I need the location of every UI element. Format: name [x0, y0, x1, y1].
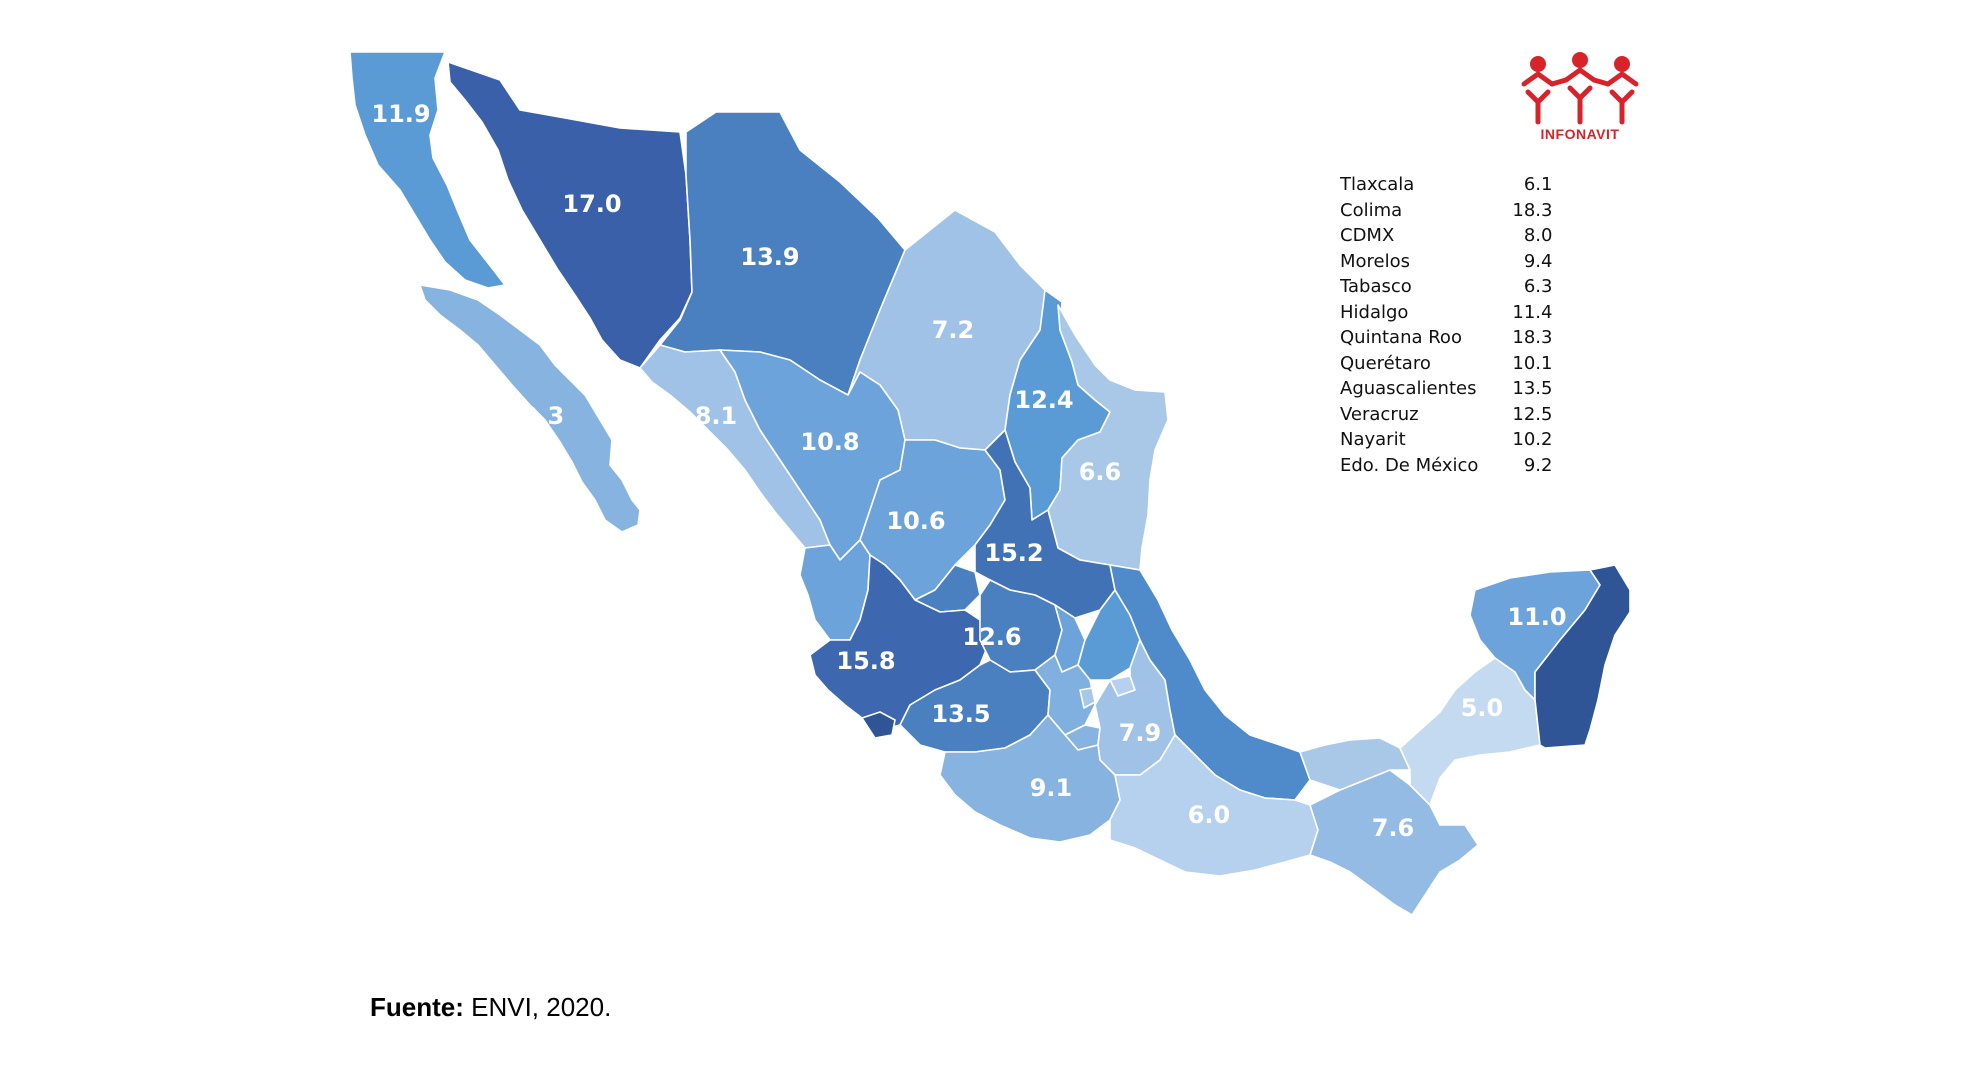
map-label-baja-california: 11.9 — [371, 100, 430, 128]
map-label-sinaloa: 8.1 — [695, 402, 738, 430]
map-label-yucatan: 11.0 — [1507, 603, 1566, 631]
map-label-michoacan: 13.5 — [931, 700, 990, 728]
legend-row: CDMX 8.0 — [1340, 223, 1552, 249]
legend-state-name: Querétaro — [1340, 352, 1431, 374]
map-label-zacatecas: 10.6 — [886, 507, 945, 535]
legend-state-name: Quintana Roo — [1340, 327, 1462, 348]
map-label-chiapas: 7.6 — [1372, 814, 1415, 842]
map-label-sonora: 17.0 — [562, 190, 621, 218]
legend-row: Veracruz 12.5 — [1340, 402, 1552, 428]
map-label-durango: 10.8 — [800, 428, 859, 456]
legend-state-name: Colima — [1340, 199, 1403, 221]
map-label-guerrero: 9.1 — [1030, 774, 1073, 802]
infonavit-wordmark: INFONAVIT — [1540, 126, 1620, 142]
state-baja-california-sur — [419, 284, 641, 533]
source-label: Fuente: — [370, 992, 464, 1022]
map-label-san-luis-potosi: 15.2 — [984, 539, 1043, 567]
legend-row: Tabasco 6.3 — [1340, 274, 1552, 300]
state-baja-california — [349, 51, 506, 289]
legend-state-name: Edo. De México — [1340, 454, 1479, 476]
legend-state-value: 6.1 — [1523, 174, 1553, 195]
legend-row: Nayarit 10.2 — [1340, 427, 1552, 453]
legend-row: Querétaro 10.1 — [1340, 351, 1552, 377]
legend-state-value: 18.3 — [1512, 199, 1553, 221]
map-label-baja-california-sur: 9.3 — [522, 402, 565, 430]
legend-row: Hidalgo 11.4 — [1340, 300, 1552, 326]
legend-state-name: Tabasco — [1340, 276, 1412, 297]
legend-state-value: 10.2 — [1512, 429, 1553, 450]
state-san-luis-potosi — [974, 429, 1116, 619]
map-label-chihuahua: 13.9 — [740, 243, 799, 271]
legend-row: Colima 18.3 — [1340, 198, 1552, 224]
legend-state-name: CDMX — [1340, 225, 1395, 246]
legend-state-value: 12.5 — [1512, 403, 1553, 425]
map-label-oaxaca: 6.0 — [1188, 801, 1231, 829]
legend-state-name: Aguascalientes — [1340, 378, 1477, 399]
map-label-nuevo-leon: 12.4 — [1014, 386, 1073, 414]
map-label-tamaulipas: 6.6 — [1079, 458, 1122, 486]
legend-state-value: 11.4 — [1512, 301, 1553, 323]
infonavit-houses-icon — [1521, 52, 1639, 125]
state-chiapas — [1309, 769, 1479, 916]
legend-state-name: Hidalgo — [1340, 301, 1409, 323]
legend-state-value: 13.5 — [1512, 378, 1553, 399]
state-cdmx — [1079, 687, 1096, 709]
map-label-campeche: 5.0 — [1461, 694, 1504, 722]
legend-row: Morelos 9.4 — [1340, 249, 1552, 275]
legend-state-name: Morelos — [1340, 250, 1411, 272]
state-colima — [861, 711, 896, 739]
legend-state-value: 10.1 — [1512, 352, 1553, 374]
legend-row: Aguascalientes 13.5 — [1340, 376, 1552, 402]
state-values-table: Tlaxcala 6.1 Colima 18.3 CDMX 8.0 Morelos 9.4 Ta… — [1340, 172, 1552, 478]
legend-row: Tlaxcala 6.1 — [1340, 172, 1552, 198]
legend-state-value: 8.0 — [1523, 225, 1553, 246]
legend-state-value: 6.3 — [1523, 276, 1553, 297]
source-value: ENVI, 2020. — [463, 992, 612, 1022]
legend-state-value: 9.4 — [1523, 250, 1553, 272]
state-quintana-roo — [1534, 564, 1631, 749]
map-label-jalisco: 15.8 — [836, 647, 895, 675]
source-note: Fuente: ENVI, 2020. — [370, 992, 611, 1023]
legend-row: Quintana Roo 18.3 — [1340, 325, 1552, 351]
map-label-guanajuato: 12.6 — [962, 623, 1021, 651]
infonavit-logo: INFONAVIT — [1520, 52, 1640, 142]
legend-state-name: Tlaxcala — [1340, 174, 1415, 195]
map-label-coahuila: 7.2 — [932, 316, 975, 344]
legend-state-name: Veracruz — [1340, 403, 1419, 425]
legend-state-value: 9.2 — [1523, 454, 1553, 476]
state-sonora — [447, 61, 693, 369]
legend-state-value: 18.3 — [1512, 327, 1553, 348]
legend-row: Edo. De México 9.2 — [1340, 453, 1552, 479]
legend-state-name: Nayarit — [1340, 429, 1406, 450]
map-label-puebla: 7.9 — [1119, 719, 1162, 747]
